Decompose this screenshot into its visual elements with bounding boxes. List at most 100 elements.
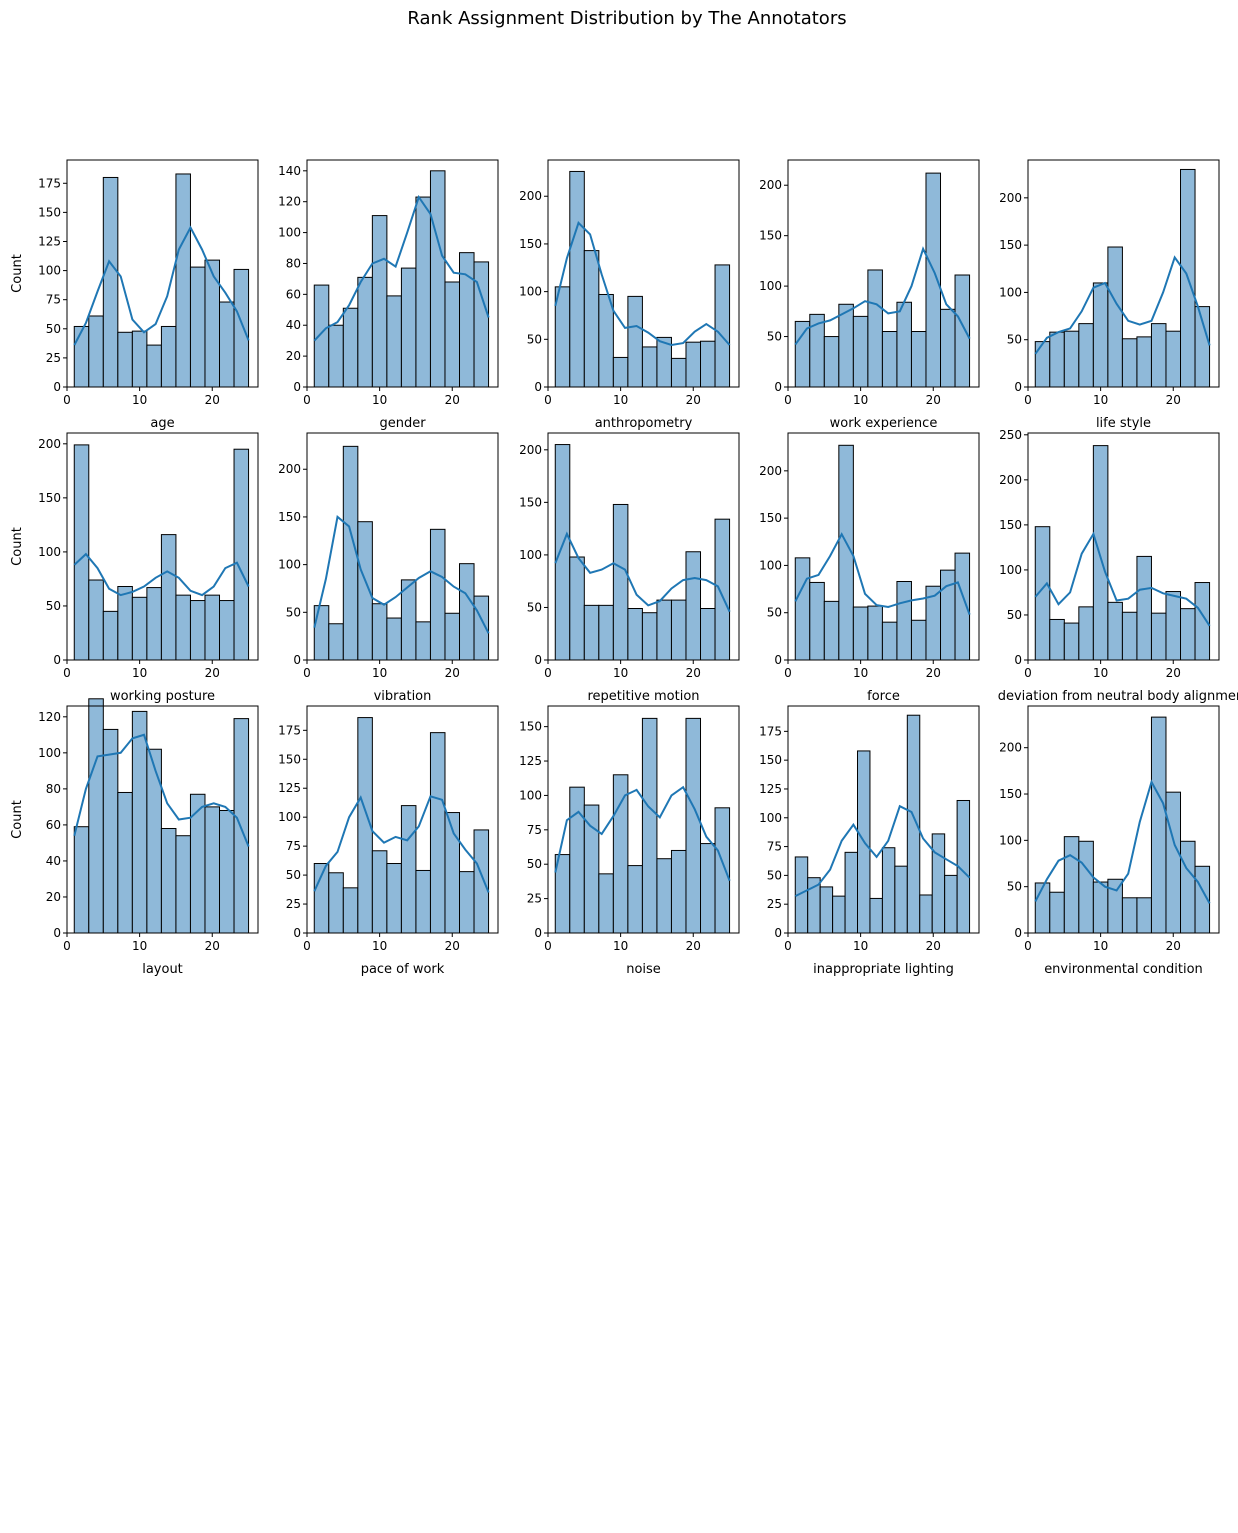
histogram-bar — [1063, 836, 1080, 934]
histogram-bar — [612, 774, 629, 934]
x-tick-label: 0 — [544, 393, 552, 407]
y-tick-label: 0 — [53, 380, 61, 394]
histogram-bar — [583, 250, 600, 388]
y-tick-label: 0 — [53, 926, 61, 940]
axes-frame — [787, 432, 980, 661]
x-tick-label: 0 — [1024, 666, 1032, 680]
histogram-bar — [415, 621, 431, 661]
x-tick-label: 0 — [784, 393, 792, 407]
y-tick-label: 200 — [999, 741, 1022, 755]
histogram-bar — [313, 284, 330, 388]
x-tick-label: 10 — [132, 393, 147, 407]
y-tick-label: 100 — [38, 746, 61, 760]
y-axis-label: Count — [10, 254, 25, 293]
histogram-bar — [685, 341, 702, 388]
y-tick-label: 0 — [293, 380, 301, 394]
x-tick-label: 10 — [372, 939, 387, 953]
histogram-bar — [1034, 341, 1051, 388]
y-tick-label: 100 — [519, 548, 542, 562]
x-tick-label: 20 — [1166, 666, 1181, 680]
y-tick-label: 100 — [759, 811, 782, 825]
histogram-bar — [371, 215, 388, 388]
x-tick-label: 0 — [784, 939, 792, 953]
histogram-bar — [627, 295, 643, 388]
subplot: 0 50 100 150 200 0 10 20 repetitive motion — [519, 432, 740, 704]
axes-frame — [66, 432, 259, 661]
histogram-bar — [400, 267, 417, 388]
y-tick-label: 0 — [774, 926, 782, 940]
x-tick-label: 10 — [1093, 666, 1108, 680]
kde-line — [313, 795, 490, 893]
histogram-bar — [73, 826, 90, 934]
histogram-bar — [612, 356, 629, 388]
kde-line — [554, 531, 731, 613]
y-tick-label: 25 — [286, 897, 301, 911]
histogram-bar — [342, 887, 359, 934]
y-tick-label: 175 — [759, 724, 782, 738]
x-tick-label: 0 — [544, 939, 552, 953]
y-tick-label: 0 — [534, 926, 542, 940]
x-axis-label: pace of work — [361, 962, 445, 977]
y-tick-label: 50 — [767, 330, 782, 344]
histogram-bar — [700, 843, 716, 934]
histogram-bar — [160, 534, 177, 661]
histogram-bar — [832, 895, 846, 934]
histogram-bar — [1049, 331, 1065, 388]
histogram-bar — [1150, 612, 1167, 661]
histogram-bar — [881, 621, 898, 661]
histogram-bar — [131, 710, 148, 934]
histogram-bar — [1092, 881, 1109, 934]
histogram-bar — [1165, 791, 1182, 934]
y-tick-label: 100 — [519, 788, 542, 802]
histogram-bar — [1180, 608, 1196, 661]
y-tick-label: 125 — [278, 781, 301, 795]
histogram-bar — [400, 579, 417, 661]
histogram-bar — [1136, 897, 1152, 934]
y-tick-label: 50 — [46, 599, 61, 613]
axes-frame — [1027, 159, 1220, 388]
y-tick-label: 75 — [767, 840, 782, 854]
histogram-bar — [204, 806, 221, 934]
histogram-bar — [189, 266, 206, 388]
histogram-bar — [823, 600, 840, 661]
y-tick-label: 0 — [774, 653, 782, 667]
x-tick-label: 10 — [1093, 393, 1108, 407]
y-tick-label: 0 — [534, 380, 542, 394]
subplot: 0 50 100 150 200 0 10 20 anthropometry — [519, 159, 740, 431]
subplot: 0 50 100 150 200 0 10 20 working posture Count — [10, 432, 259, 704]
x-tick-label: 20 — [926, 939, 941, 953]
histogram-bar — [1150, 716, 1167, 934]
y-tick-label: 150 — [278, 510, 301, 524]
x-axis-label: repetitive motion — [587, 689, 699, 704]
axes-frame — [1027, 432, 1220, 661]
y-tick-label: 150 — [999, 787, 1022, 801]
histogram-bar — [1092, 445, 1109, 661]
y-tick-label: 150 — [38, 205, 61, 219]
y-tick-label: 100 — [999, 563, 1022, 577]
y-tick-label: 125 — [519, 754, 542, 768]
histogram-bar — [1121, 611, 1138, 661]
y-tick-label: 50 — [286, 868, 301, 882]
axes-frame — [306, 432, 499, 661]
histogram-bar — [131, 596, 148, 661]
subplot: 0 25 50 75 100 125 150 0 10 20 noise — [519, 705, 740, 977]
x-tick-label: 20 — [445, 939, 460, 953]
histogram-bar — [1136, 336, 1152, 388]
histogram-bar — [852, 315, 869, 388]
subplot: 0 20 40 60 80 100 120 0 10 20 layout Count — [10, 698, 259, 977]
y-tick-label: 40 — [286, 318, 301, 332]
y-tick-label: 50 — [46, 322, 61, 336]
histogram-bar — [415, 196, 431, 388]
kde-line — [1034, 255, 1211, 355]
histogram-bar — [700, 340, 716, 388]
histogram-bar — [714, 807, 731, 934]
x-tick-label: 10 — [853, 939, 868, 953]
y-tick-label: 75 — [286, 839, 301, 853]
x-axis-label: environmental condition — [1044, 962, 1203, 977]
y-tick-label: 200 — [278, 462, 301, 476]
histogram-bar — [838, 303, 854, 388]
histogram-bar — [88, 315, 104, 388]
histogram-bar — [146, 344, 162, 388]
y-tick-label: 75 — [527, 823, 542, 837]
